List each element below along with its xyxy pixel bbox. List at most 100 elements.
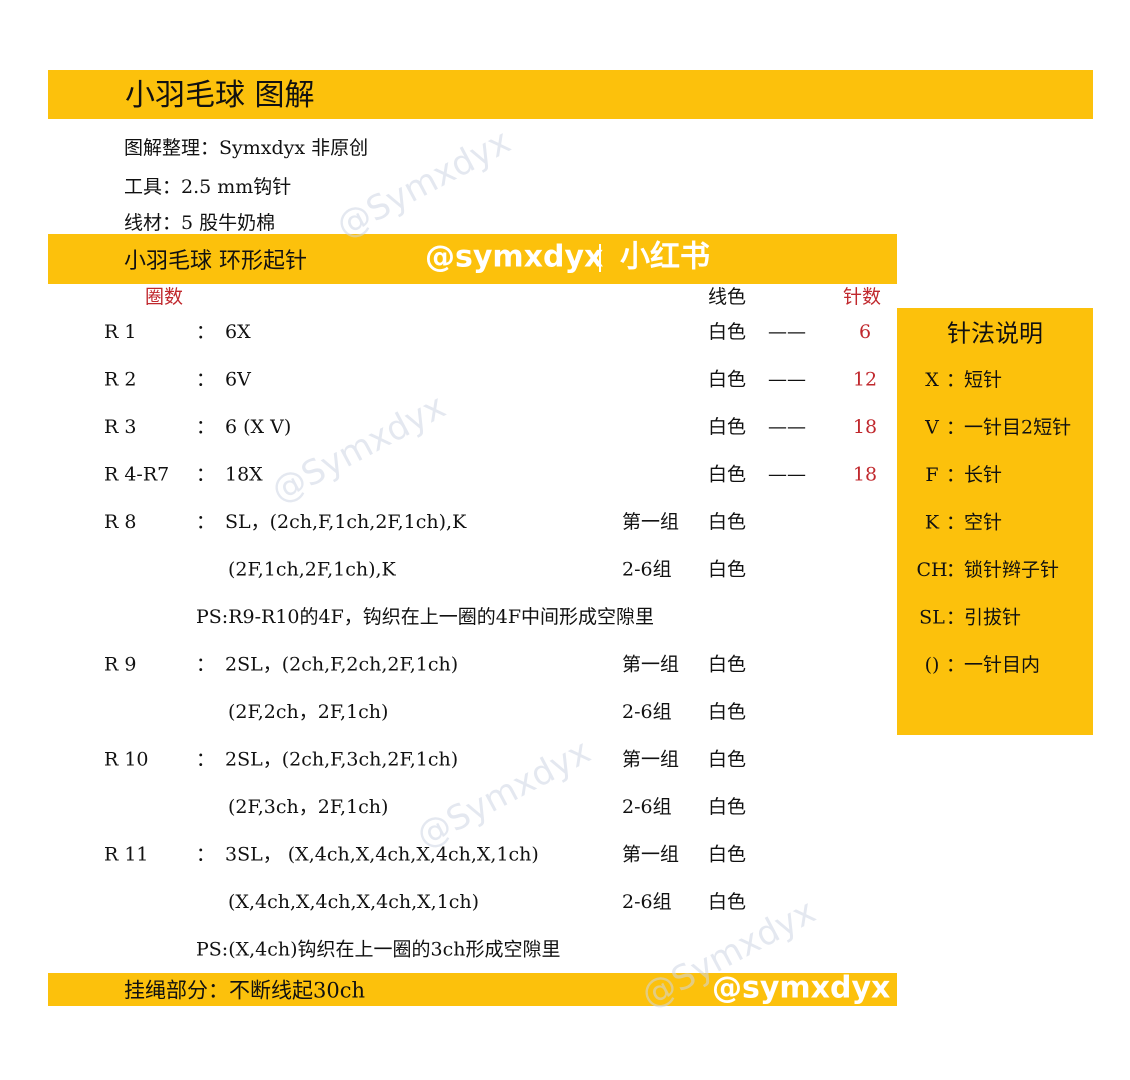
- instruction: (2F,3ch，2F,1ch): [228, 796, 388, 818]
- legend-desc: 引拔针: [964, 607, 1021, 629]
- separator: ：: [946, 512, 965, 534]
- yarn-color: 白色: [708, 416, 746, 438]
- separator: ：: [196, 511, 215, 533]
- watermark: 小红书: [620, 240, 710, 275]
- instruction: 6V: [225, 369, 251, 391]
- title: 小羽毛球 图解: [125, 78, 315, 113]
- round-label: R 3: [104, 416, 136, 438]
- dash: ——: [768, 321, 806, 343]
- yarn-color: 白色: [708, 654, 746, 676]
- group: 第一组: [622, 844, 679, 866]
- round-label: R 1: [104, 321, 136, 343]
- instruction: 2SL，(2ch,F,3ch,2F,1ch): [225, 749, 458, 771]
- legend-key: SL: [919, 607, 945, 629]
- section-title: 小羽毛球 环形起针: [124, 249, 307, 274]
- round-label: R 11: [104, 844, 149, 866]
- separator: ：: [946, 654, 965, 676]
- note: PS:R9-R10的4F，钩织在上一圈的4F中间形成空隙里: [196, 606, 654, 628]
- separator: ：: [196, 416, 215, 438]
- instruction: (X,4ch,X,4ch,X,4ch,X,1ch): [228, 891, 479, 913]
- stitch-count: 18: [853, 464, 877, 486]
- separator: ：: [196, 654, 215, 676]
- separator: ：: [946, 369, 965, 391]
- legend-key: F: [925, 464, 938, 486]
- watermark: @symxdyx: [425, 240, 603, 275]
- dash: ——: [768, 416, 806, 438]
- info-line: 线材：5 股牛奶棉: [124, 212, 275, 234]
- yarn-color: 白色: [708, 891, 746, 913]
- yarn-color: 白色: [708, 369, 746, 391]
- legend-box: [897, 308, 1093, 735]
- column-header: 圈数: [145, 286, 183, 308]
- column-header: 针数: [843, 286, 881, 308]
- column-header: 线色: [708, 286, 746, 308]
- legend-key: X: [925, 369, 939, 391]
- info-line: 工具：2.5 mm钩针: [124, 176, 291, 198]
- group: 2-6组: [622, 891, 672, 913]
- instruction: 2SL，(2ch,F,2ch,2F,1ch): [225, 654, 458, 676]
- yarn-color: 白色: [708, 749, 746, 771]
- round-label: R 2: [104, 369, 136, 391]
- separator: ：: [946, 417, 965, 439]
- round-label: R 8: [104, 511, 136, 533]
- separator: ：: [196, 369, 215, 391]
- legend-desc: 一针目内: [964, 654, 1040, 676]
- instruction: 3SL， (X,4ch,X,4ch,X,4ch,X,1ch): [225, 844, 539, 866]
- yarn-color: 白色: [708, 321, 746, 343]
- instruction: 6 (X V): [225, 416, 291, 438]
- separator: ：: [196, 844, 215, 866]
- separator: ：: [196, 464, 215, 486]
- note: PS:(X,4ch)钩织在上一圈的3ch形成空隙里: [196, 939, 561, 961]
- stitch-count: 12: [853, 369, 877, 391]
- stitch-count: 18: [853, 416, 877, 438]
- separator: ：: [946, 607, 965, 629]
- group: 第一组: [622, 749, 679, 771]
- header-bar: [48, 70, 1093, 119]
- separator: ：: [946, 559, 965, 581]
- footer-bar: [48, 973, 897, 1006]
- separator: ：: [196, 321, 215, 343]
- instruction: SL，(2ch,F,1ch,2F,1ch),K: [225, 511, 467, 533]
- yarn-color: 白色: [708, 559, 746, 581]
- dash: ——: [768, 369, 806, 391]
- legend-title: 针法说明: [947, 320, 1043, 348]
- legend-key: (): [925, 654, 940, 676]
- info-line: 图解整理：Symxdyx 非原创: [124, 137, 368, 159]
- section-bar: [48, 234, 897, 284]
- instruction: (2F,2ch，2F,1ch): [228, 701, 388, 723]
- legend-key: CH: [916, 559, 947, 581]
- watermark: @symxdyx: [712, 971, 890, 1006]
- yarn-color: 白色: [708, 796, 746, 818]
- round-label: R 4-R7: [104, 464, 169, 486]
- yarn-color: 白色: [708, 844, 746, 866]
- legend-desc: 锁针辫子针: [964, 559, 1059, 581]
- footer-text: 挂绳部分：不断线起30ch: [124, 979, 365, 1003]
- round-label: R 10: [104, 749, 149, 771]
- instruction: (2F,1ch,2F,1ch),K: [228, 559, 397, 581]
- stitch-count: 6: [859, 321, 871, 343]
- group: 2-6组: [622, 701, 672, 723]
- watermark: @Symxdyx: [265, 386, 452, 511]
- yarn-color: 白色: [708, 464, 746, 486]
- legend-key: V: [924, 417, 939, 439]
- separator: ：: [946, 464, 965, 486]
- separator: ：: [196, 749, 215, 771]
- legend-desc: 空针: [964, 512, 1002, 534]
- legend-desc: 短针: [964, 369, 1002, 391]
- group: 2-6组: [622, 796, 672, 818]
- group: 第一组: [622, 654, 679, 676]
- yarn-color: 白色: [708, 511, 746, 533]
- dash: ——: [768, 464, 806, 486]
- group: 2-6组: [622, 559, 672, 581]
- group: 第一组: [622, 511, 679, 533]
- instruction: 6X: [225, 321, 251, 343]
- legend-key: K: [925, 512, 940, 534]
- yarn-color: 白色: [708, 701, 746, 723]
- legend-desc: 一针目2短针: [964, 417, 1071, 439]
- round-label: R 9: [104, 654, 136, 676]
- legend-desc: 长针: [964, 464, 1002, 486]
- instruction: 18X: [225, 464, 263, 486]
